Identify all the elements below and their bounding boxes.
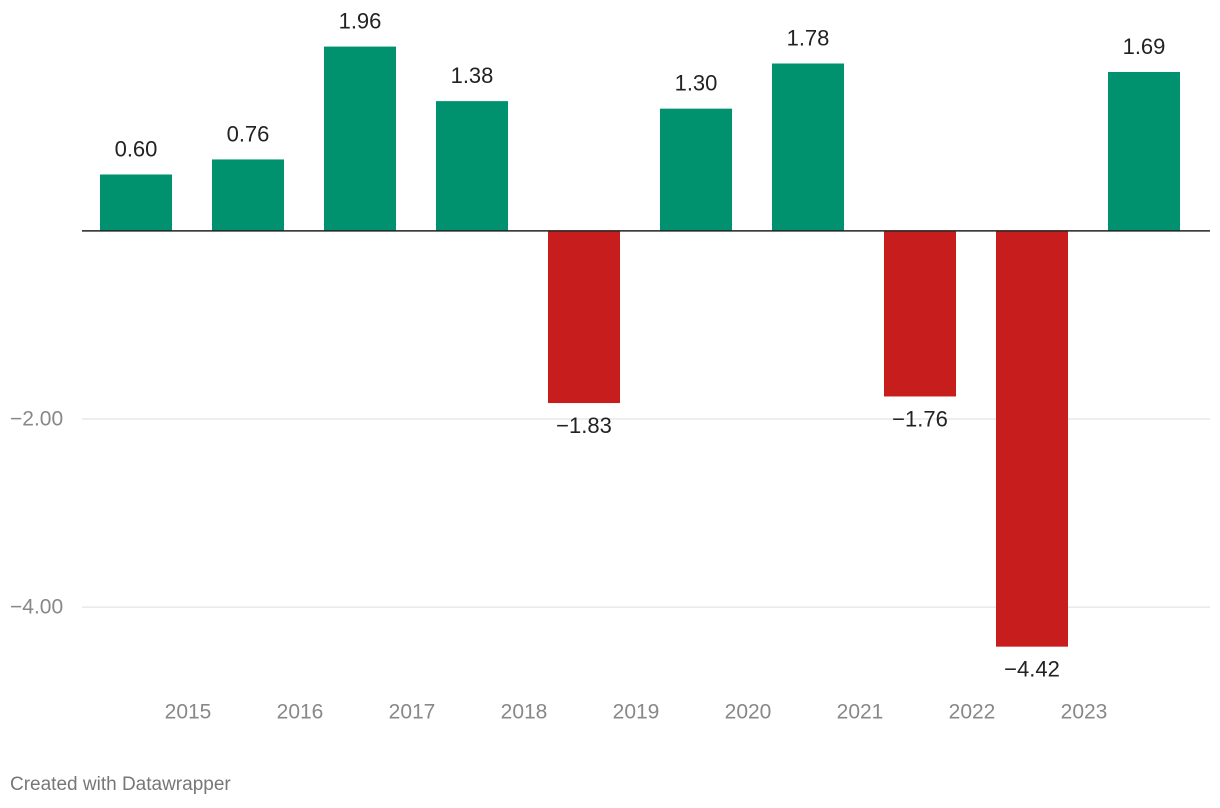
value-label: 1.69 <box>1123 34 1166 59</box>
bar <box>996 230 1068 647</box>
bar <box>212 159 284 231</box>
value-label: 0.76 <box>227 121 270 146</box>
value-label: 0.60 <box>115 136 158 161</box>
value-label: −4.42 <box>1004 656 1060 681</box>
y-tick-label: −2.00 <box>10 408 63 431</box>
bar <box>324 46 396 231</box>
bar <box>436 101 508 231</box>
bar <box>100 174 172 231</box>
x-tick-label: 2023 <box>1061 701 1108 724</box>
x-tick-label: 2018 <box>501 701 548 724</box>
value-label: −1.76 <box>892 406 948 431</box>
x-tick-label: 2015 <box>165 701 212 724</box>
footer: Created with Datawrapper <box>10 774 231 795</box>
bar <box>660 108 732 231</box>
bar <box>772 63 844 231</box>
bar <box>548 230 620 404</box>
value-label: 1.78 <box>787 25 830 50</box>
x-tick-label: 2021 <box>837 701 884 724</box>
value-label: 1.30 <box>675 70 718 95</box>
value-label: 1.38 <box>451 63 494 88</box>
x-tick-label: 2020 <box>725 701 772 724</box>
x-tick-label: 2016 <box>277 701 324 724</box>
bar <box>884 230 956 397</box>
bar <box>1108 71 1180 231</box>
value-label: −1.83 <box>556 413 612 438</box>
x-tick-label: 2017 <box>389 701 436 724</box>
value-label: 1.96 <box>339 8 382 33</box>
y-tick-label: −4.00 <box>10 596 63 619</box>
x-tick-label: 2022 <box>949 701 996 724</box>
x-tick-label: 2019 <box>613 701 660 724</box>
